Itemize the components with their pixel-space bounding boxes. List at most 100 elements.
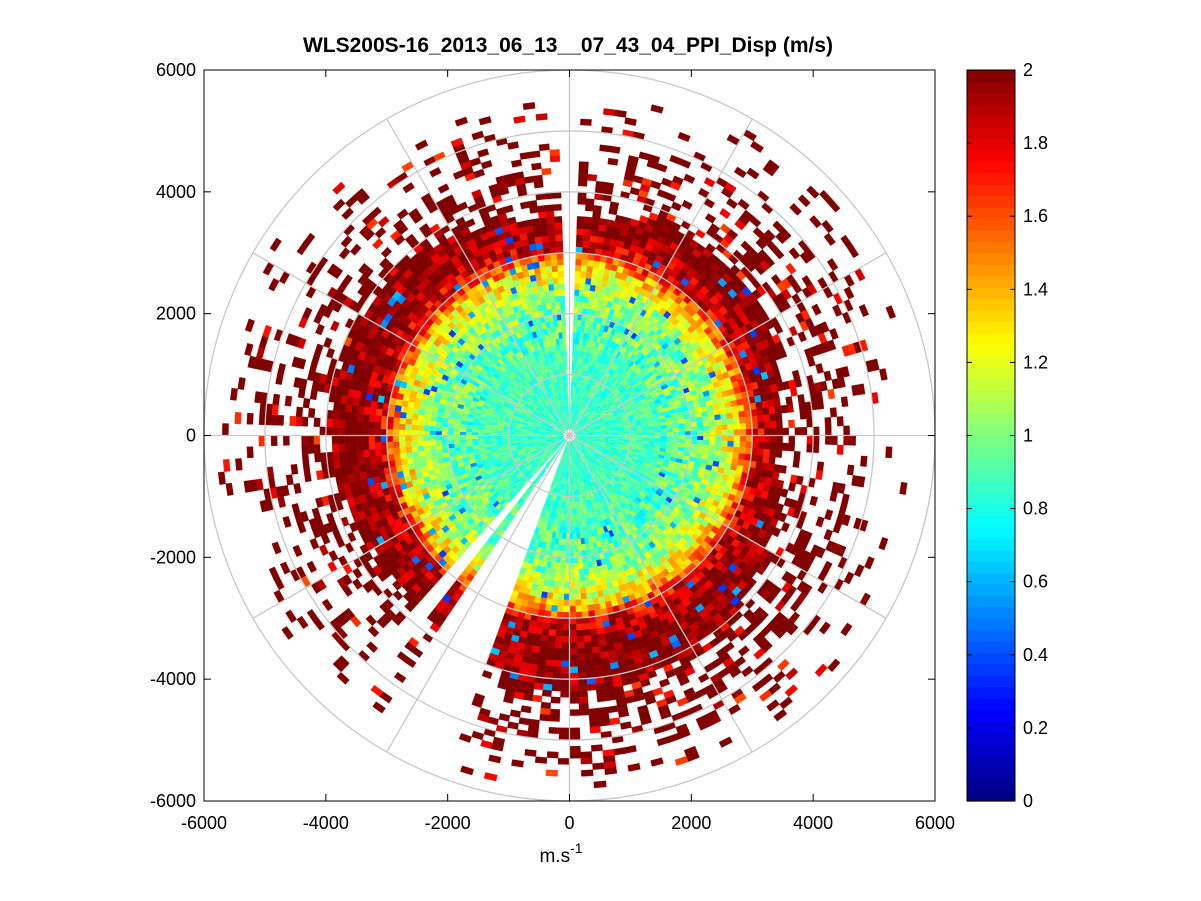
range-gate-cell [562,630,570,637]
range-gate-cell [548,629,557,637]
range-gate-cell [556,550,562,558]
range-gate-cell [574,289,580,296]
range-gate-cell [614,109,627,118]
range-gate-cell [606,219,616,228]
range-gate-cell [714,419,722,426]
range-gate-cell [590,223,600,231]
range-gate-cell [733,435,741,442]
range-gate-cell [745,441,753,449]
range-gate-cell [738,447,746,455]
range-gate-cell [751,435,759,443]
range-gate-cell [549,714,560,722]
range-gate-cell [836,416,844,427]
range-gate-cell [827,388,836,400]
range-gate-cell [737,198,750,211]
range-gate-cell [545,653,555,661]
range-gate-cell [556,611,564,619]
range-gate-cell [786,403,794,413]
range-gate-cell [584,580,591,588]
range-gate-cell [569,654,578,662]
range-gate-cell [584,653,594,661]
range-gate-cell [590,634,599,642]
range-gate-cell [588,567,594,575]
range-gate-cell [587,174,598,182]
range-gate-cell [595,621,604,629]
range-gate-cell [569,581,575,588]
range-gate-cell [720,445,728,453]
range-gate-cell [583,296,590,303]
range-gate-cell [580,118,592,126]
range-gate-cell [589,579,597,587]
range-gate-cell [582,623,591,631]
range-gate-cell [773,398,781,407]
range-gate-cell [591,646,601,654]
range-gate-cell [815,470,824,481]
range-gate-cell [569,666,578,674]
range-gate-cell [551,598,559,606]
range-gate-cell [708,445,716,451]
range-gate-cell [576,544,582,552]
range-gate-cell [581,604,589,612]
range-gate-cell [757,414,765,423]
range-gate-cell [541,628,550,636]
range-gate-cell [585,659,594,667]
range-gate-cell [557,605,564,613]
range-gate-cell [772,247,785,260]
range-gate-cell [590,229,599,237]
range-gate-cell [574,270,582,278]
range-gate-cell [532,694,543,703]
range-gate-cell [816,461,825,472]
range-gate-cell [719,207,731,219]
range-gate-cell [725,406,733,414]
range-gate-cell [576,538,582,546]
range-gate-cell [815,390,824,401]
range-gate-cell [589,720,601,728]
range-gate-cell [785,396,793,406]
range-gate-cell [569,648,578,655]
range-gate-cell [579,574,585,582]
range-gate-cell [576,635,585,643]
range-gate-cell [574,295,580,302]
range-gate-cell [690,439,698,445]
range-gate-cell [560,550,566,558]
range-gate-cell [574,514,579,521]
range-gate-cell [559,569,565,576]
range-gate-cell [769,420,777,429]
range-gate-cell [555,629,563,637]
range-gate-cell [586,598,594,606]
range-gate-cell [721,440,728,447]
range-gate-cell [555,623,564,631]
range-gate-cell [564,563,570,570]
range-gate-cell [537,652,547,660]
range-gate-cell [575,240,584,248]
range-gate-cell [642,429,649,434]
range-gate-cell [860,455,868,467]
range-gate-cell [580,271,587,279]
range-gate-cell [770,435,777,443]
range-gate-cell [548,623,557,631]
range-gate-cell [554,641,563,649]
range-gate-cell [575,264,582,272]
range-gate-cell [547,641,556,649]
range-gate-cell [578,702,589,710]
range-gate-cell [591,591,599,599]
range-gate-cell [707,409,715,417]
range-gate-cell [580,757,593,765]
range-gate-cell [572,532,577,540]
range-gate-cell [553,654,562,661]
range-gate-cell [709,425,716,431]
range-gate-cell [573,550,579,558]
range-gate-cell [829,407,838,418]
range-gate-cell [547,635,556,643]
range-gate-cell [583,289,590,297]
range-gate-cell [520,705,532,714]
range-gate-cell [560,678,570,686]
range-gate-cell [739,429,747,436]
range-gate-cell [624,431,631,434]
range-gate-cell [703,430,710,436]
range-gate-cell [762,455,770,464]
range-gate-cell [558,727,570,735]
range-gate-cell [574,575,580,582]
range-gate-cell [577,197,587,205]
